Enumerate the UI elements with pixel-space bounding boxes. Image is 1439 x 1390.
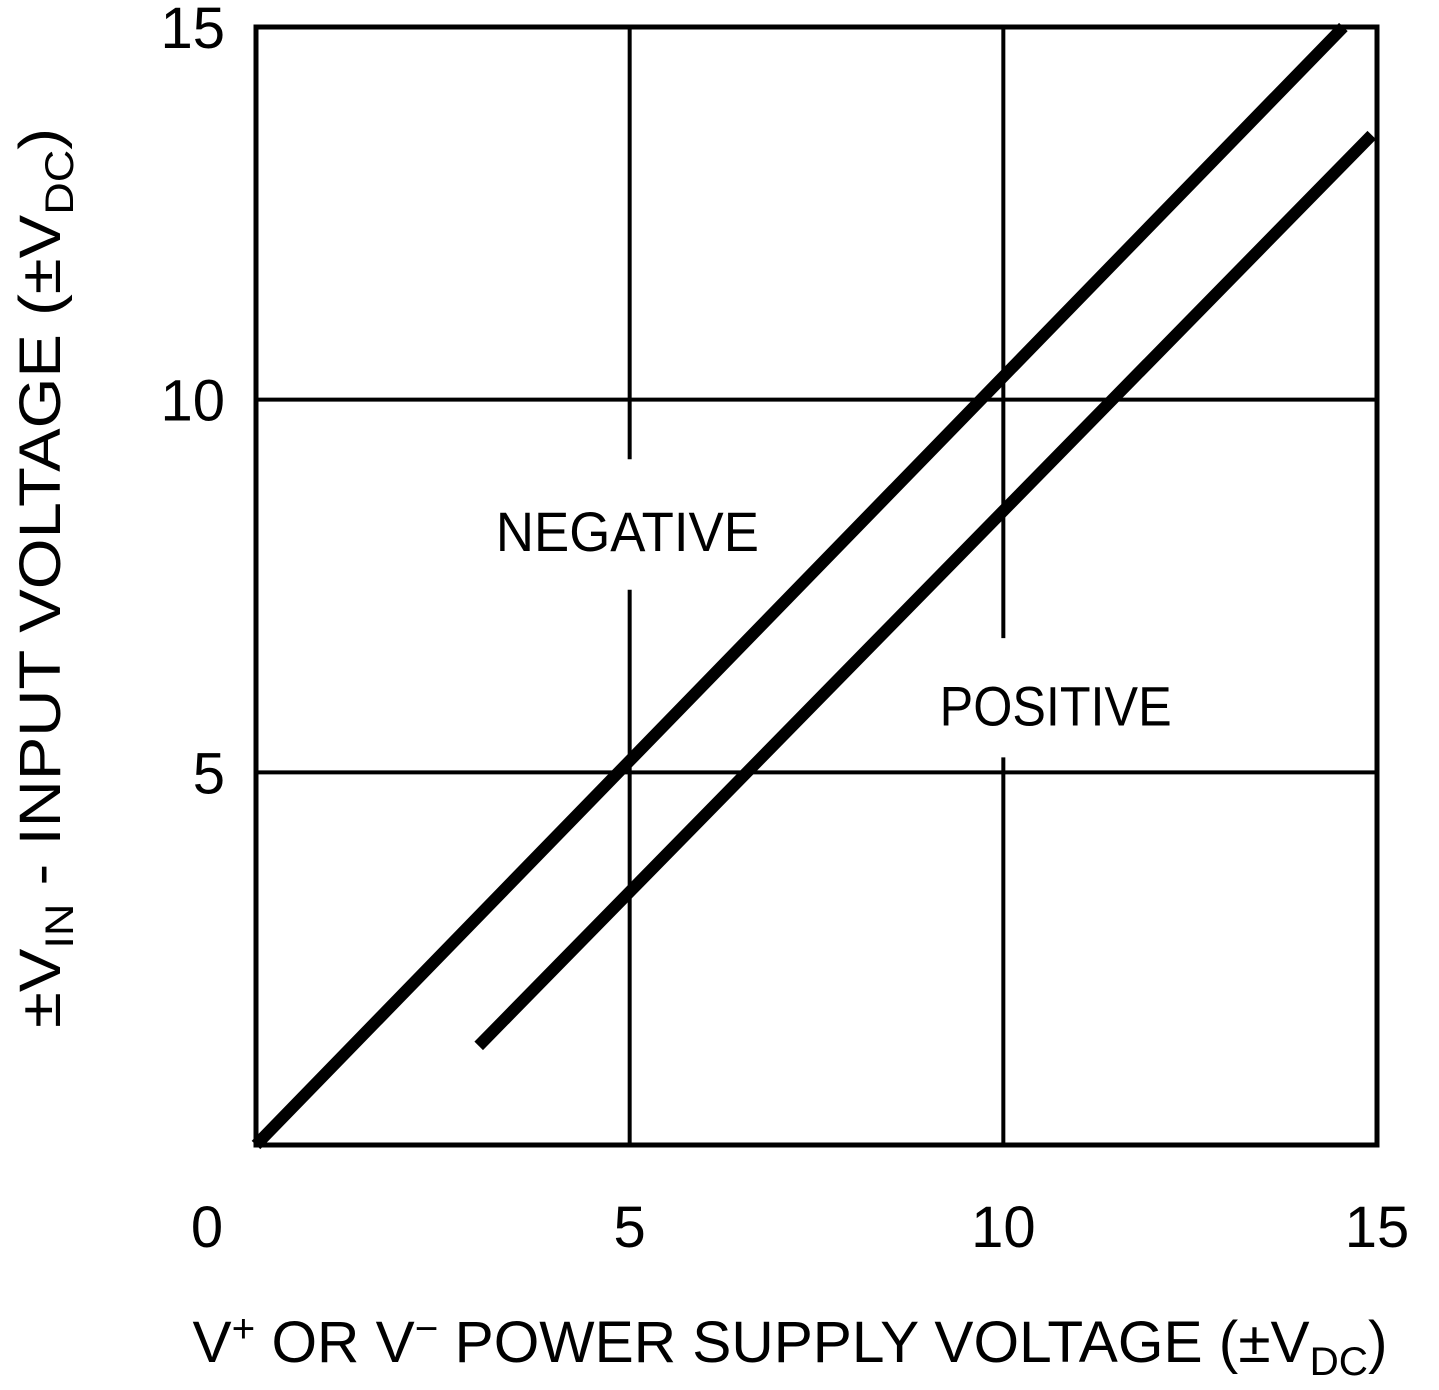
tick-label-x-5: 5 (614, 1195, 646, 1260)
tick-label-y-10: 10 (160, 369, 225, 434)
y-axis-label: ±VIN - INPUT VOLTAGE (±VDC) (8, 128, 82, 1028)
series-line-negative (251, 22, 1348, 1150)
region-label-negative: NEGATIVE (496, 500, 759, 563)
tick-label-x-10: 10 (971, 1195, 1036, 1260)
plot-border (253, 24, 1380, 1148)
region-label-positive: POSITIVE (940, 674, 1172, 737)
tick-label-x-15: 15 (1345, 1195, 1410, 1260)
tick-label-y-5: 5 (193, 741, 225, 806)
tick-label-y-15: 15 (160, 0, 225, 61)
tick-label-x-0: 0 (191, 1195, 223, 1260)
x-axis-label: V+ OR V− POWER SUPPLY VOLTAGE (±VDC) (193, 1307, 1388, 1384)
series-line-positive (474, 130, 1377, 1051)
